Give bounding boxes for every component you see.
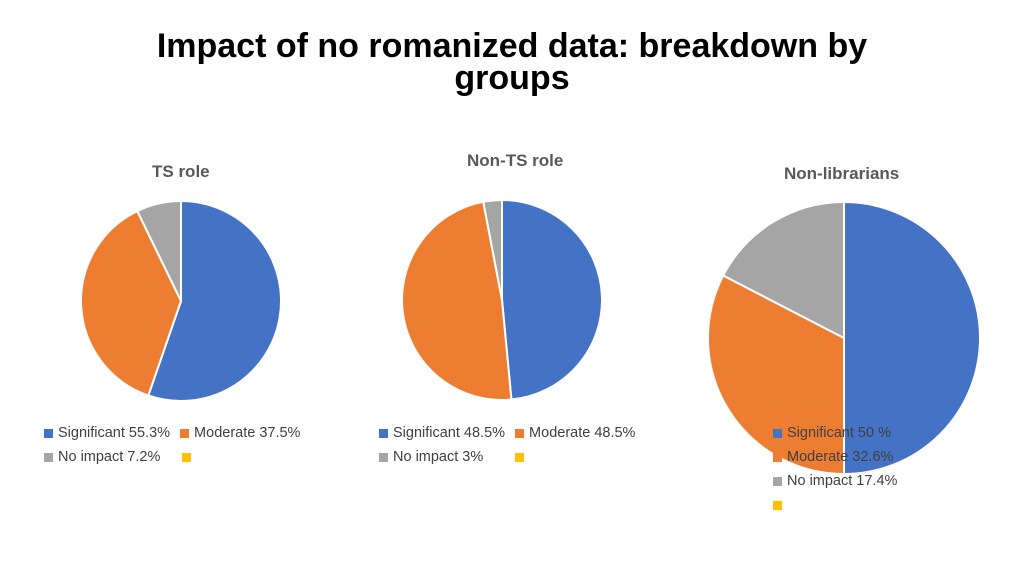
legend-item-significant: Significant 50 %	[773, 425, 891, 441]
legend-swatch	[44, 428, 53, 438]
legend-item-no-impact: No impact 3%	[379, 449, 483, 465]
slice-no-impact	[721, 200, 845, 340]
page-title: Impact of no romanized data: breakdown b…	[156, 27, 868, 97]
legend-item-no-impact: No impact 7.2%	[44, 449, 160, 465]
pie-chart	[80, 199, 283, 402]
chart-legend: Significant 55.3% Moderate 37.5% No impa…	[44, 421, 310, 469]
slice-significant	[843, 200, 981, 476]
slice-no-impact	[135, 199, 182, 302]
legend-swatch	[44, 452, 53, 462]
chart-title: Non-librarians	[784, 164, 900, 183]
legend-item-moderate: Moderate 32.6%	[773, 449, 893, 465]
legend-swatch	[773, 428, 782, 438]
slice-significant	[501, 198, 603, 401]
slice-moderate	[707, 274, 845, 476]
pie-chart	[401, 198, 603, 401]
legend-item-moderate: Moderate 48.5%	[515, 425, 635, 441]
legend-label: Moderate 32.6%	[787, 449, 894, 465]
slice-moderate	[80, 209, 183, 397]
legend-swatch	[773, 452, 782, 462]
legend-swatch	[180, 428, 190, 438]
legend-label: No impact 7.2%	[58, 449, 161, 465]
chart-title: TS role	[152, 162, 210, 181]
legend-item-significant: Significant 55.3%	[44, 425, 170, 441]
slice-moderate	[401, 200, 513, 401]
chart-legend: Significant 48.5% Moderate 48.5% No impa…	[379, 421, 645, 469]
legend-swatch	[379, 428, 388, 438]
legend-label: Significant 55.3%	[58, 425, 171, 441]
chart-title: Non-TS role	[467, 151, 564, 170]
legend-swatch	[773, 476, 782, 486]
legend-swatch	[182, 452, 192, 462]
legend-item-no-impact: No impact 17.4%	[773, 473, 897, 489]
legend-label: Significant 48.5%	[393, 425, 506, 441]
legend-label: Moderate 48.5%	[529, 425, 636, 441]
legend-swatch	[379, 452, 388, 462]
legend-swatch	[515, 452, 525, 462]
legend-item-unlabeled	[773, 500, 787, 510]
legend-label: No impact 17.4%	[787, 473, 898, 489]
legend-swatch	[773, 500, 782, 510]
slice-no-impact	[482, 198, 503, 301]
legend-label: Significant 50 %	[787, 425, 891, 441]
chart-legend: Significant 50 % Moderate 32.6% No impac…	[773, 421, 907, 517]
legend-swatch	[515, 428, 525, 438]
legend-item-significant: Significant 48.5%	[379, 425, 505, 441]
legend-label: Moderate 37.5%	[194, 425, 301, 441]
pie-chart	[707, 200, 981, 476]
legend-item-unlabeled	[182, 452, 196, 462]
legend-label: No impact 3%	[393, 449, 484, 465]
legend-item-unlabeled	[515, 452, 529, 462]
legend-item-moderate: Moderate 37.5%	[180, 425, 300, 441]
